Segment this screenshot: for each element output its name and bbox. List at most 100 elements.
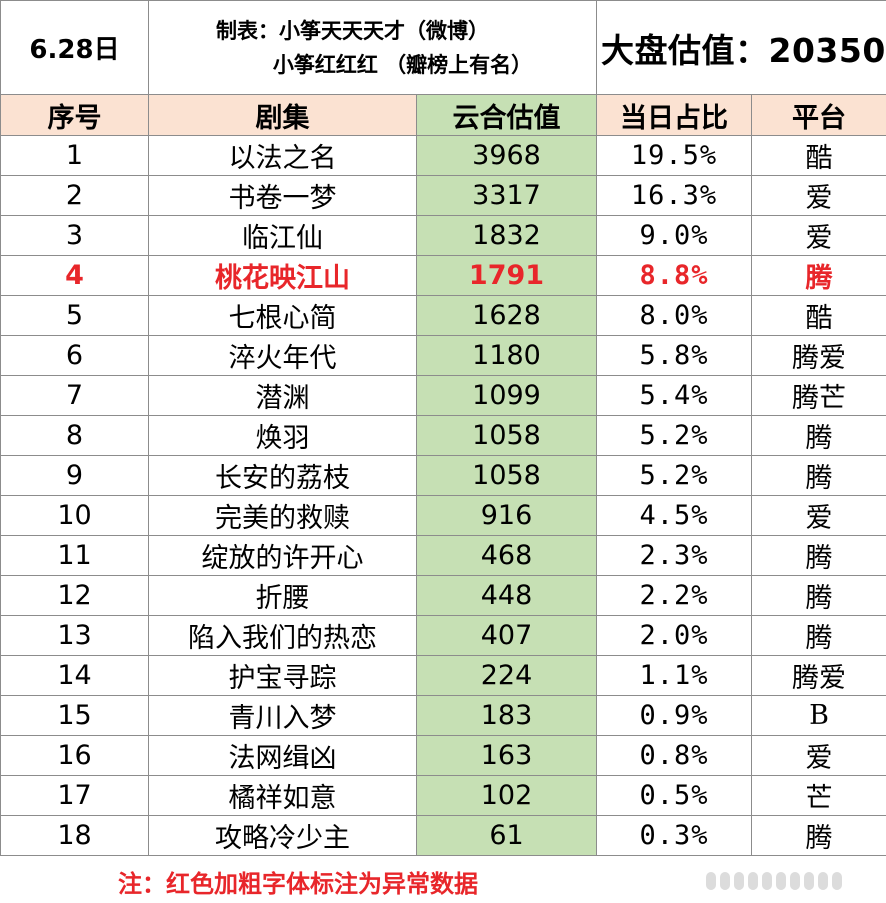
anomaly-note: 注：红色加粗字体标注为异常数据 (118, 870, 478, 898)
table-row: 4 桃花映江山 1791 8.8% 腾 (0, 255, 886, 296)
cell-platform: 腾芒 (751, 375, 886, 416)
cell-title: 书卷一梦 (148, 175, 417, 216)
cell-share: 4.5% (596, 495, 752, 536)
cell-title: 潜渊 (148, 375, 417, 416)
table-row: 13 陷入我们的热恋 407 2.0% 腾 (0, 615, 886, 656)
cell-value: 3317 (416, 175, 597, 216)
cell-platform: 腾 (751, 415, 886, 456)
cell-platform: 腾爱 (751, 655, 886, 696)
cell-platform: 腾爱 (751, 335, 886, 376)
cell-share: 5.8% (596, 335, 752, 376)
cell-share: 1.1% (596, 655, 752, 696)
cell-value: 3968 (416, 135, 597, 176)
cell-value: 163 (416, 735, 597, 776)
cell-value: 1180 (416, 335, 597, 376)
cell-rank: 14 (0, 655, 149, 696)
table-row: 17 橘祥如意 102 0.5% 芒 (0, 775, 886, 816)
cell-platform: 爱 (751, 215, 886, 256)
cell-title: 完美的救赎 (148, 495, 417, 536)
cell-share: 2.3% (596, 535, 752, 576)
cell-value: 1058 (416, 455, 597, 496)
cell-title: 橘祥如意 (148, 775, 417, 816)
table-row: 9 长安的荔枝 1058 5.2% 腾 (0, 455, 886, 496)
market-total-value: 大盘估值：20350 (596, 0, 886, 95)
cell-share: 2.2% (596, 575, 752, 616)
cell-rank: 4 (0, 255, 149, 296)
cell-rank: 5 (0, 295, 149, 336)
cell-platform: 爱 (751, 735, 886, 776)
title-row: 6.28日 制表：小筝天天天才（微博） 小筝红红红 （瓣榜上有名） 大盘估值：2… (0, 0, 886, 95)
cell-rank: 18 (0, 815, 149, 856)
cell-rank: 6 (0, 335, 149, 376)
cell-title: 以法之名 (148, 135, 417, 176)
cell-rank: 11 (0, 535, 149, 576)
cell-share: 8.0% (596, 295, 752, 336)
cell-share: 5.2% (596, 415, 752, 456)
table-credit: 制表：小筝天天天才（微博） 小筝红红红 （瓣榜上有名） (148, 0, 597, 95)
cell-share: 2.0% (596, 615, 752, 656)
cell-rank: 2 (0, 175, 149, 216)
cell-title: 七根心简 (148, 295, 417, 336)
column-header-share: 当日占比 (596, 94, 752, 136)
cell-value: 224 (416, 655, 597, 696)
cell-value: 102 (416, 775, 597, 816)
cell-rank: 12 (0, 575, 149, 616)
table-row: 10 完美的救赎 916 4.5% 爱 (0, 495, 886, 536)
cell-share: 0.5% (596, 775, 752, 816)
cell-value: 1628 (416, 295, 597, 336)
cell-value: 61 (416, 815, 597, 856)
cell-rank: 15 (0, 695, 149, 736)
cell-platform: 腾 (751, 615, 886, 656)
cell-share: 0.3% (596, 815, 752, 856)
cell-title: 法网缉凶 (148, 735, 417, 776)
credit-line-1: 制表：小筝天天天才（微博） (216, 18, 489, 43)
cell-share: 0.9% (596, 695, 752, 736)
cell-platform: 腾 (751, 535, 886, 576)
column-header-value: 云合估值 (416, 94, 597, 136)
cell-value: 1058 (416, 415, 597, 456)
cell-value: 1791 (416, 255, 597, 296)
cell-title: 长安的荔枝 (148, 455, 417, 496)
column-header-title: 剧集 (148, 94, 417, 136)
cell-title: 绽放的许开心 (148, 535, 417, 576)
cell-title: 攻略冷少主 (148, 815, 417, 856)
table-row: 16 法网缉凶 163 0.8% 爱 (0, 735, 886, 776)
cell-platform: 腾 (751, 575, 886, 616)
cell-rank: 7 (0, 375, 149, 416)
cell-rank: 1 (0, 135, 149, 176)
credit-line-2: 小筝红红红 （瓣榜上有名） (272, 52, 533, 77)
table-row: 5 七根心简 1628 8.0% 酷 (0, 295, 886, 336)
table-body: 1 以法之名 3968 19.5% 酷 2 书卷一梦 3317 16.3% 爱 3 临江仙 1832 9.… (0, 135, 886, 856)
cell-rank: 8 (0, 415, 149, 456)
cell-rank: 10 (0, 495, 149, 536)
cell-title: 陷入我们的热恋 (148, 615, 417, 656)
cell-title: 桃花映江山 (148, 255, 417, 296)
cell-title: 青川入梦 (148, 695, 417, 736)
cell-rank: 3 (0, 215, 149, 256)
cell-rank: 17 (0, 775, 149, 816)
cell-platform: 酷 (751, 135, 886, 176)
cell-rank: 9 (0, 455, 149, 496)
cell-platform: 爱 (751, 175, 886, 216)
cell-value: 183 (416, 695, 597, 736)
table-row: 2 书卷一梦 3317 16.3% 爱 (0, 175, 886, 216)
table-row: 7 潜渊 1099 5.4% 腾芒 (0, 375, 886, 416)
cell-title: 淬火年代 (148, 335, 417, 376)
report-date: 6.28日 (0, 0, 149, 95)
cell-value: 1832 (416, 215, 597, 256)
table-row: 14 护宝寻踪 224 1.1% 腾爱 (0, 655, 886, 696)
cell-platform: 腾 (751, 455, 886, 496)
cell-platform: B (751, 695, 886, 736)
cell-share: 19.5% (596, 135, 752, 176)
cell-title: 焕羽 (148, 415, 417, 456)
cell-value: 448 (416, 575, 597, 616)
cell-rank: 13 (0, 615, 149, 656)
cell-value: 407 (416, 615, 597, 656)
cell-platform: 芒 (751, 775, 886, 816)
table-row: 1 以法之名 3968 19.5% 酷 (0, 135, 886, 176)
cell-share: 8.8% (596, 255, 752, 296)
cell-platform: 腾 (751, 255, 886, 296)
column-header-row: 序号 剧集 云合估值 当日占比 平台 (0, 94, 886, 136)
cell-title: 临江仙 (148, 215, 417, 256)
cell-value: 468 (416, 535, 597, 576)
